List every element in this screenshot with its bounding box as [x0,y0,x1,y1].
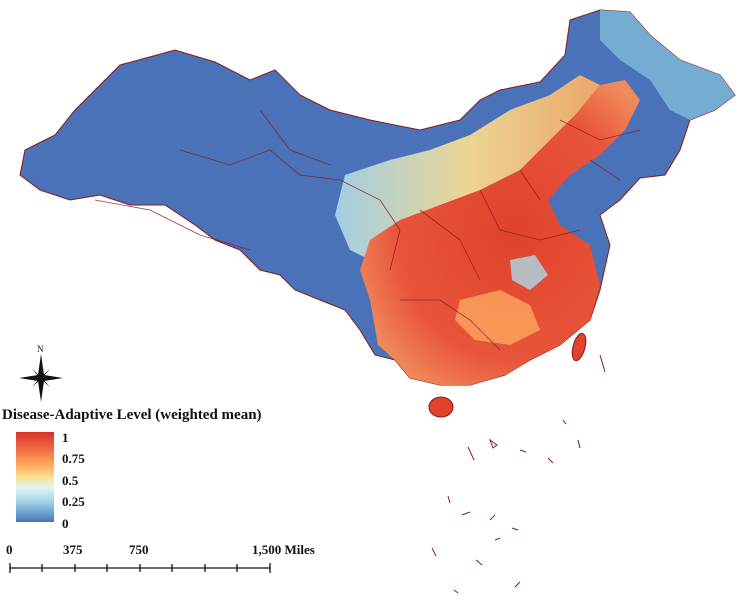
legend-tick-05: 0.5 [62,473,79,488]
region-low-patch [510,255,548,290]
province-boundaries [94,109,641,351]
sea-islands [431,354,606,594]
legend-color-ramp [16,432,54,522]
transition-band [335,75,600,260]
scale-bar [9,563,271,573]
region-mid-south [455,290,540,345]
legend-tick-1: 1 [62,430,69,445]
scale-label-375: 375 [63,542,83,557]
scale-label-1500: 1,500 Miles [252,542,315,557]
north-arrow-label: N [37,344,44,354]
legend-title: Disease-Adaptive Level (weighted mean) [2,407,262,423]
region-northeast [600,10,735,120]
legend-tick-075: 0.75 [62,451,85,466]
legend-tick-025: 0.25 [62,494,85,509]
scale-label-750: 750 [129,542,149,557]
legend-tick-0: 0 [62,516,69,531]
region-high-east [360,80,640,385]
island-taiwan [571,332,587,362]
island-hainan [428,396,454,418]
scale-label-0: 0 [6,542,13,557]
north-arrow-icon [19,354,63,402]
